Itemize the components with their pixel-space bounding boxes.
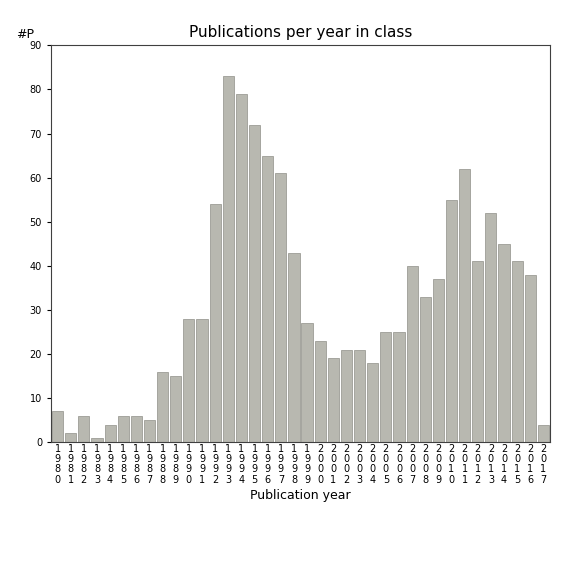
Bar	[302, 323, 312, 442]
Bar	[485, 213, 497, 442]
Bar	[420, 297, 431, 442]
Bar	[249, 125, 260, 442]
Bar	[315, 341, 326, 442]
Bar	[223, 76, 234, 442]
Bar	[183, 319, 194, 442]
Bar	[380, 332, 391, 442]
Bar	[341, 350, 352, 442]
Bar	[472, 261, 483, 442]
Bar	[131, 416, 142, 442]
Bar	[78, 416, 90, 442]
Bar	[498, 244, 510, 442]
Bar	[393, 332, 405, 442]
Bar	[52, 412, 63, 442]
Title: Publications per year in class: Publications per year in class	[189, 25, 412, 40]
Bar	[459, 169, 470, 442]
Bar	[538, 425, 549, 442]
X-axis label: Publication year: Publication year	[250, 489, 351, 502]
Bar	[210, 204, 221, 442]
Bar	[157, 372, 168, 442]
Bar	[91, 438, 103, 442]
Bar	[367, 363, 378, 442]
Bar	[328, 358, 339, 442]
Bar	[236, 94, 247, 442]
Bar	[144, 420, 155, 442]
Text: #P: #P	[16, 28, 34, 41]
Bar	[196, 319, 208, 442]
Bar	[433, 279, 444, 442]
Bar	[511, 261, 523, 442]
Bar	[170, 376, 181, 442]
Bar	[118, 416, 129, 442]
Bar	[354, 350, 365, 442]
Bar	[446, 200, 457, 442]
Bar	[275, 174, 286, 442]
Bar	[65, 433, 77, 442]
Bar	[289, 253, 299, 442]
Bar	[407, 266, 418, 442]
Bar	[524, 274, 536, 442]
Bar	[262, 155, 273, 442]
Bar	[104, 425, 116, 442]
